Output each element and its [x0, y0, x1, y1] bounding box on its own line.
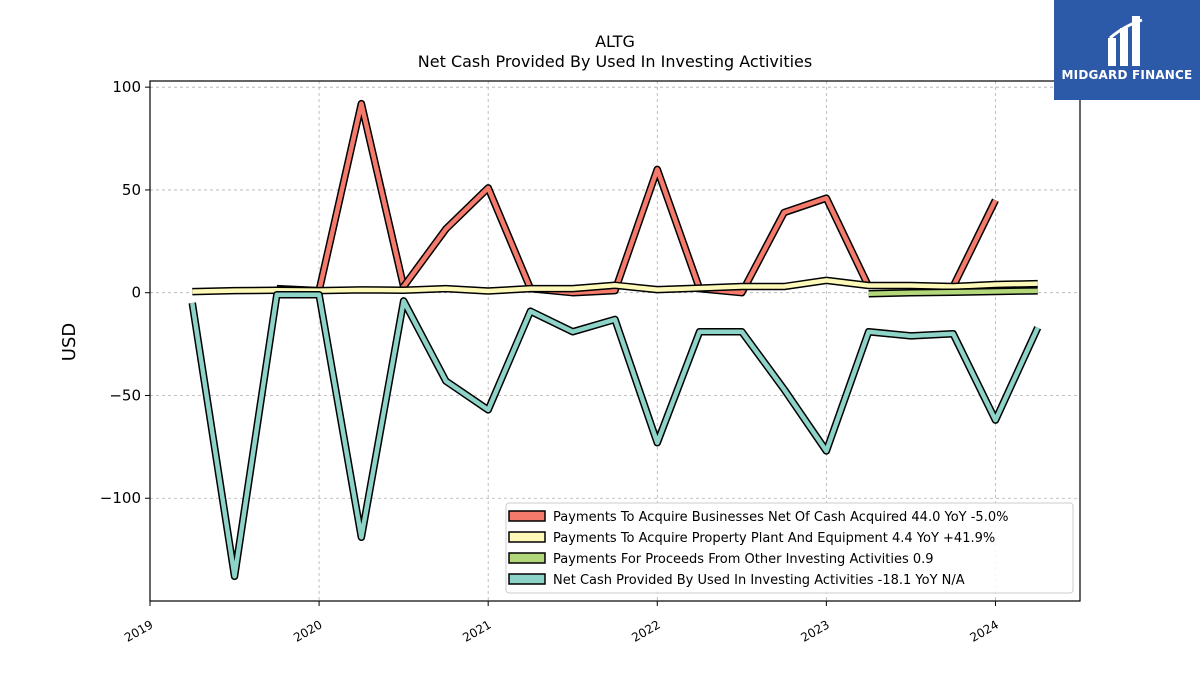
- x-tick-label: 2019: [122, 617, 155, 644]
- legend-swatch: [508, 573, 546, 585]
- series-line: [951, 199, 998, 288]
- legend-swatch: [508, 510, 546, 522]
- y-axis-label: USD: [59, 323, 80, 361]
- legend-swatch: [508, 531, 546, 543]
- legend: Payments To Acquire Businesses Net Of Ca…: [505, 502, 1074, 594]
- y-tick-label: 0: [131, 284, 141, 302]
- series-3: [868, 287, 1038, 298]
- plot-area-frame: [149, 80, 1081, 602]
- chart-subtitle: Net Cash Provided By Used In Investing A…: [418, 52, 812, 71]
- series-2: [192, 276, 1038, 296]
- logo-mark-icon: [1108, 16, 1143, 66]
- grid: [149, 81, 1080, 601]
- brand-name: MIDGARD FINANCE: [1061, 68, 1193, 82]
- series-1: [276, 99, 999, 297]
- series-4: [188, 291, 1042, 581]
- x-tick-label: 2020: [291, 617, 324, 644]
- x-tick-label: 2021: [460, 617, 493, 644]
- legend-box: [505, 502, 1074, 594]
- x-tick-label: 2023: [798, 617, 831, 644]
- legend-swatch: [508, 552, 546, 564]
- series-line: [401, 167, 871, 295]
- x-tick-label: 2024: [968, 617, 1001, 644]
- legend-label: Net Cash Provided By Used In Investing A…: [553, 573, 965, 588]
- series-line: [276, 101, 406, 293]
- legend-label: Payments For Proceeds From Other Investi…: [553, 552, 934, 567]
- legend-label: Payments To Acquire Businesses Net Of Ca…: [553, 510, 1008, 525]
- y-tick-label: 50: [122, 181, 141, 199]
- series-line: [868, 288, 1038, 296]
- legend-label: Payments To Acquire Property Plant And E…: [553, 531, 995, 546]
- x-tick-label: 2022: [629, 617, 662, 644]
- y-tick-label: 100: [112, 78, 141, 96]
- y-axis-ticks: 100 50 0 −50 −100: [100, 78, 150, 507]
- y-tick-label: −100: [100, 489, 141, 507]
- series-line: [192, 278, 1038, 294]
- y-tick-label: −50: [109, 386, 141, 404]
- chart-title: ALTG: [595, 32, 635, 51]
- series-line: [190, 292, 1040, 579]
- series-lines: [188, 99, 1042, 581]
- x-axis-ticks: 2019 2020 2021 2022 2023 2024: [122, 601, 1001, 645]
- brand-logo: MIDGARD FINANCE: [1054, 0, 1200, 100]
